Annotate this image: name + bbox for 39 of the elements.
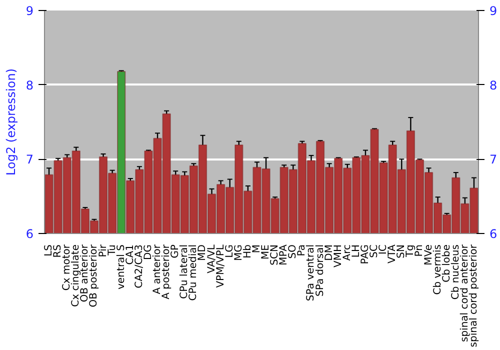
y-axis-title: Log2 (expression) <box>4 68 18 176</box>
x-tick-label: OB posterior <box>88 244 100 308</box>
x-tick-label: Tu <box>106 244 118 256</box>
x-tick-label: Cb lobe <box>441 244 452 282</box>
x-tick-label: PAG <box>360 244 371 264</box>
x-tick-label: Hb <box>242 244 254 258</box>
y-tick-label: 9 <box>26 4 34 18</box>
x-tick-label: CA2/CA3 <box>134 244 145 288</box>
x-tick-label: spinal cord anterior <box>459 244 470 342</box>
x-tick-label: Pn <box>414 244 426 257</box>
x-tick-label: RS <box>52 244 64 258</box>
x-tick-label: Tg <box>405 244 416 258</box>
y2-tick-label: 6 <box>490 227 498 241</box>
x-tick-label: Cb nucleus <box>450 244 462 300</box>
y-tick-label: 6 <box>26 227 34 241</box>
x-tick-label: Arc <box>342 244 353 261</box>
x-tick-label: GP <box>170 244 182 258</box>
x-tick-label: SPa dorsal <box>314 244 326 296</box>
x-tick-label: VA/VL <box>206 244 218 274</box>
x-tick-label: Pa <box>296 244 308 256</box>
x-tick-label: spinal cord posterior <box>468 244 480 348</box>
x-tick-label: A posterior <box>161 244 172 300</box>
x-tick-label: M <box>251 244 262 254</box>
x-tick-label: MD <box>197 244 208 261</box>
x-tick-label: LG <box>224 244 236 258</box>
x-tick-label: Pir <box>98 244 109 258</box>
x-tick-label: LH <box>350 244 362 258</box>
x-tick-label: DG <box>142 244 154 260</box>
y2-tick-label: 8 <box>490 78 498 92</box>
x-tick-label: ventral S <box>116 244 127 290</box>
x-tick-label: DM <box>324 244 335 261</box>
y-tick-label: 7 <box>26 152 34 167</box>
x-tick-label: VMH <box>332 244 344 268</box>
x-tick-label: MVe <box>423 244 434 266</box>
x-tick-label: CA1 <box>124 244 136 265</box>
y2-tick-label: 9 <box>490 4 498 18</box>
y2-tick-label: 7 <box>490 152 498 167</box>
y-tick-label: 8 <box>26 78 34 92</box>
x-tick-label: VPM/VPL <box>215 244 226 288</box>
